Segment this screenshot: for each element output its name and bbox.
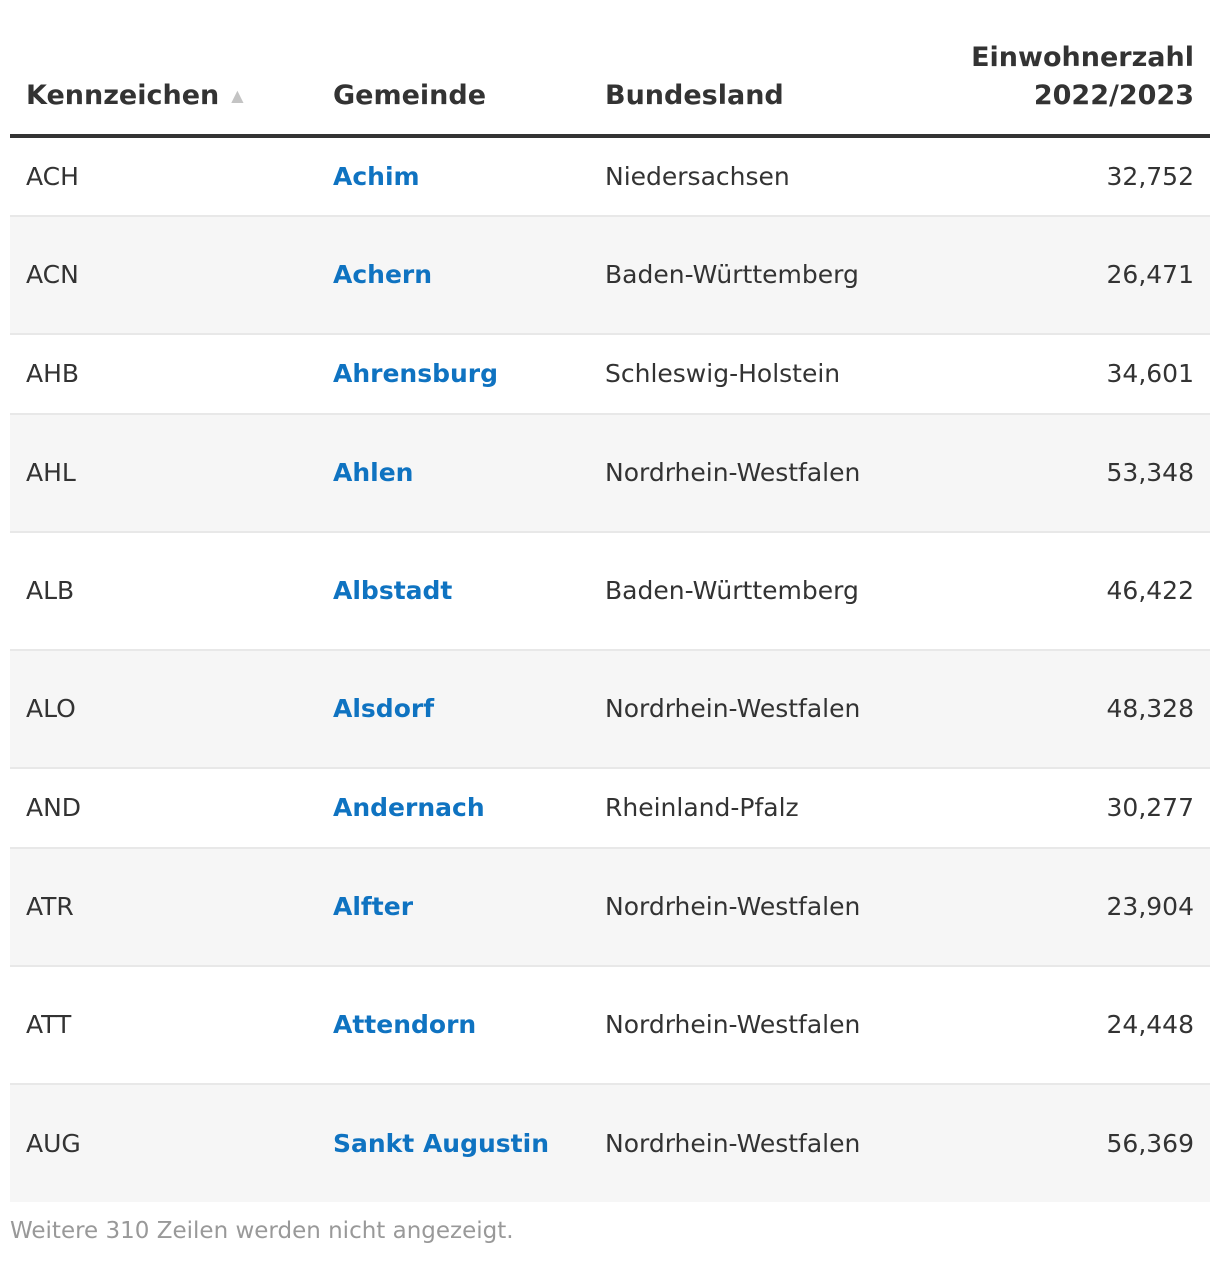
table-row: AND Andernach Rheinland-Pfalz 30,277 bbox=[10, 768, 1210, 849]
table-header: Kennzeichen ▲ Gemeinde Bundesland Einwohn… bbox=[10, 0, 1210, 138]
cell-bundesland: Nordrhein-Westfalen bbox=[589, 848, 915, 967]
cell-bundesland: Nordrhein-Westfalen bbox=[589, 1084, 915, 1202]
cell-gemeinde: Sankt Augustin bbox=[317, 1084, 589, 1202]
cell-gemeinde: Attendorn bbox=[317, 966, 589, 1085]
cell-gemeinde: Andernach bbox=[317, 768, 589, 849]
table-row: ATR Alfter Nordrhein-Westfalen 23,904 bbox=[10, 848, 1210, 967]
data-table-container: Kennzeichen ▲ Gemeinde Bundesland Einwohn… bbox=[10, 0, 1210, 1248]
cell-einwohnerzahl: 26,471 bbox=[915, 216, 1210, 335]
cell-kennzeichen: ACH bbox=[10, 136, 317, 217]
column-header-einwohnerzahl-line1: Einwohnerzahl bbox=[971, 42, 1194, 73]
table-row: ALB Albstadt Baden-Württemberg 46,422 bbox=[10, 532, 1210, 651]
sort-ascending-icon: ▲ bbox=[231, 86, 244, 105]
cell-gemeinde: Ahlen bbox=[317, 414, 589, 533]
cell-einwohnerzahl: 56,369 bbox=[915, 1084, 1210, 1202]
column-header-einwohnerzahl-line2: 2022/2023 bbox=[1033, 80, 1194, 111]
gemeinde-link[interactable]: Achim bbox=[333, 161, 420, 191]
column-header-einwohnerzahl[interactable]: Einwohnerzahl 2022/2023 bbox=[915, 0, 1210, 138]
cell-kennzeichen: ACN bbox=[10, 216, 317, 335]
column-header-kennzeichen-label: Kennzeichen bbox=[26, 80, 220, 111]
gemeinde-link[interactable]: Andernach bbox=[333, 793, 485, 822]
gemeinde-link[interactable]: Sankt Augustin bbox=[333, 1128, 549, 1158]
cell-bundesland: Nordrhein-Westfalen bbox=[589, 650, 915, 769]
cell-einwohnerzahl: 32,752 bbox=[915, 136, 1210, 217]
cell-bundesland: Baden-Württemberg bbox=[589, 216, 915, 335]
cell-kennzeichen: AHL bbox=[10, 414, 317, 533]
gemeinde-link[interactable]: Achern bbox=[333, 260, 433, 289]
column-header-kennzeichen[interactable]: Kennzeichen ▲ bbox=[10, 0, 317, 138]
cell-einwohnerzahl: 48,328 bbox=[915, 650, 1210, 769]
cell-einwohnerzahl: 24,448 bbox=[915, 966, 1210, 1085]
cell-bundesland: Rheinland-Pfalz bbox=[589, 768, 915, 849]
cell-kennzeichen: AHB bbox=[10, 334, 317, 415]
table-row: ATT Attendorn Nordrhein-Westfalen 24,448 bbox=[10, 966, 1210, 1085]
cell-einwohnerzahl: 53,348 bbox=[915, 414, 1210, 533]
cell-kennzeichen: ALB bbox=[10, 532, 317, 651]
cell-gemeinde: Albstadt bbox=[317, 532, 589, 651]
column-header-bundesland-label: Bundesland bbox=[605, 80, 784, 111]
column-header-gemeinde[interactable]: Gemeinde bbox=[317, 0, 589, 138]
cell-kennzeichen: AUG bbox=[10, 1084, 317, 1202]
cell-kennzeichen: ATR bbox=[10, 848, 317, 967]
table-body: ACH Achim Niedersachsen 32,752 ACN Achern Bade… bbox=[10, 136, 1210, 1202]
column-header-bundesland[interactable]: Bundesland bbox=[589, 0, 915, 138]
cell-gemeinde: Ahrensburg bbox=[317, 334, 589, 415]
table-row: AHB Ahrensburg Schleswig-Holstein 34,601 bbox=[10, 334, 1210, 415]
cell-gemeinde: Achim bbox=[317, 136, 589, 217]
cell-bundesland: Baden-Württemberg bbox=[589, 532, 915, 651]
license-plate-table: Kennzeichen ▲ Gemeinde Bundesland Einwohn… bbox=[10, 0, 1210, 1202]
cell-bundesland: Schleswig-Holstein bbox=[589, 334, 915, 415]
cell-bundesland: Nordrhein-Westfalen bbox=[589, 414, 915, 533]
table-row: ALO Alsdorf Nordrhein-Westfalen 48,328 bbox=[10, 650, 1210, 769]
cell-kennzeichen: ALO bbox=[10, 650, 317, 769]
cell-bundesland: Nordrhein-Westfalen bbox=[589, 966, 915, 1085]
cell-gemeinde: Alfter bbox=[317, 848, 589, 967]
cell-gemeinde: Achern bbox=[317, 216, 589, 335]
hidden-rows-note: Weitere 310 Zeilen werden nicht angezeig… bbox=[10, 1218, 514, 1244]
cell-gemeinde: Alsdorf bbox=[317, 650, 589, 769]
gemeinde-link[interactable]: Attendorn bbox=[333, 1010, 477, 1039]
cell-bundesland: Niedersachsen bbox=[589, 136, 915, 217]
gemeinde-link[interactable]: Alfter bbox=[333, 892, 414, 921]
table-header-row: Kennzeichen ▲ Gemeinde Bundesland Einwohn… bbox=[10, 0, 1210, 138]
gemeinde-link[interactable]: Alsdorf bbox=[333, 694, 435, 723]
table-row: AHL Ahlen Nordrhein-Westfalen 53,348 bbox=[10, 414, 1210, 533]
cell-kennzeichen: AND bbox=[10, 768, 317, 849]
table-row: ACN Achern Baden-Württemberg 26,471 bbox=[10, 216, 1210, 335]
cell-kennzeichen: ATT bbox=[10, 966, 317, 1085]
column-header-gemeinde-label: Gemeinde bbox=[333, 80, 487, 111]
cell-einwohnerzahl: 46,422 bbox=[915, 532, 1210, 651]
cell-einwohnerzahl: 30,277 bbox=[915, 768, 1210, 849]
cell-einwohnerzahl: 34,601 bbox=[915, 334, 1210, 415]
gemeinde-link[interactable]: Ahlen bbox=[333, 458, 414, 487]
gemeinde-link[interactable]: Albstadt bbox=[333, 576, 453, 605]
table-row: AUG Sankt Augustin Nordrhein-Westfalen 56,3… bbox=[10, 1084, 1210, 1202]
cell-einwohnerzahl: 23,904 bbox=[915, 848, 1210, 967]
gemeinde-link[interactable]: Ahrensburg bbox=[333, 359, 499, 388]
table-row: ACH Achim Niedersachsen 32,752 bbox=[10, 136, 1210, 217]
